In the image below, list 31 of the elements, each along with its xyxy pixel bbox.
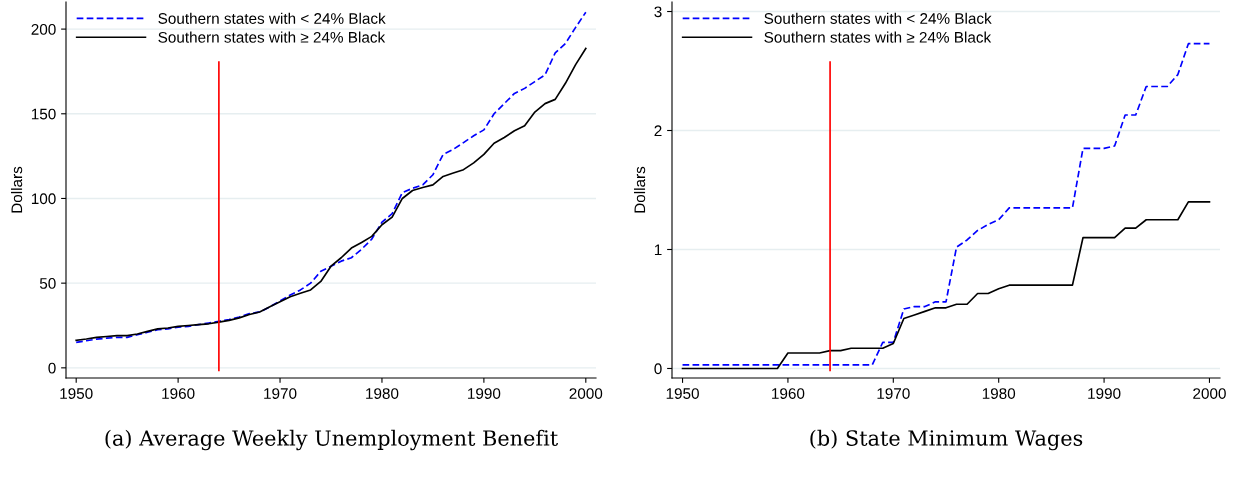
text: (b) State Minimum Wages xyxy=(810,429,1083,451)
x-tick-label: 1970 xyxy=(264,388,297,399)
y-axis-title: Dollars xyxy=(633,166,646,213)
y-tick-label: 50 xyxy=(39,278,56,289)
x-tick-label: 1960 xyxy=(162,388,195,399)
y-tick-label: 1 xyxy=(654,244,662,256)
y-tick-label: 3 xyxy=(654,6,662,18)
x-tick-label: 2000 xyxy=(569,388,603,399)
line-series xyxy=(681,201,1211,370)
x-tick-label: 2000 xyxy=(1193,388,1226,399)
x-tick-label: 1990 xyxy=(468,388,501,399)
x-tick-label: 1950 xyxy=(60,388,93,399)
x-tick-label: 1960 xyxy=(772,388,805,399)
y-tick-label: 100 xyxy=(31,193,56,205)
y-tick-label: 0 xyxy=(654,363,662,375)
y-axis-title: Dollars xyxy=(10,166,23,213)
legend-label: Southern states with ≥ 24% Black xyxy=(158,31,386,43)
x-tick-label: 1950 xyxy=(666,388,699,399)
line-series xyxy=(681,42,1211,366)
y-tick-label: 200 xyxy=(31,23,56,35)
x-tick-label: 1970 xyxy=(877,388,910,399)
text: (a) Average Weekly Unemployment Benefit xyxy=(105,429,558,451)
legend-label: Southern states with ≥ 24% Black xyxy=(764,31,992,43)
y-tick-label: 2 xyxy=(654,125,662,137)
x-tick-label: 1980 xyxy=(982,388,1016,399)
x-tick-label: 1990 xyxy=(1088,388,1121,399)
legend-label: Southern states with < 24% Black xyxy=(764,12,992,24)
y-tick-label: 150 xyxy=(31,108,56,120)
legend-label: Southern states with < 24% Black xyxy=(158,12,386,24)
x-tick-label: 1980 xyxy=(366,388,399,399)
y-tick-label: 0 xyxy=(48,362,56,374)
